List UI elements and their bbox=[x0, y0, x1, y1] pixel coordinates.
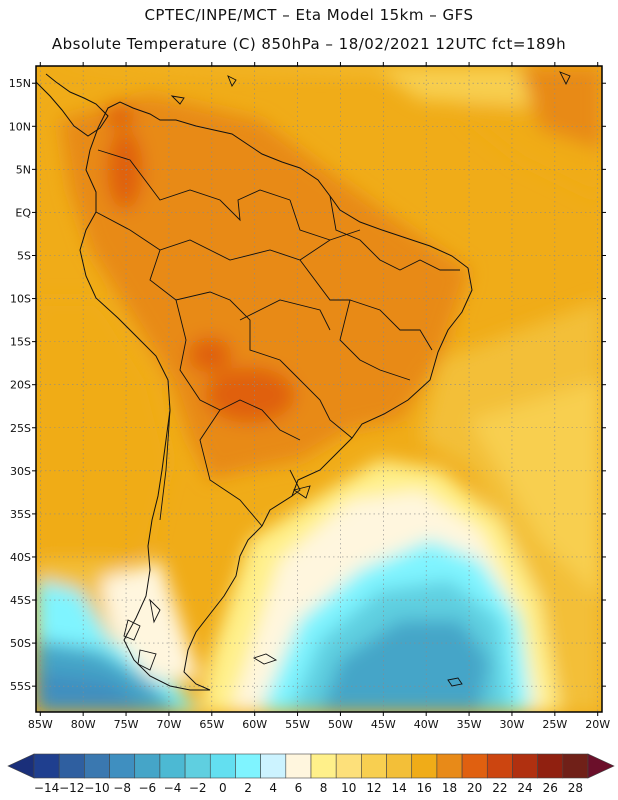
lon-label: 40W bbox=[414, 718, 439, 731]
lon-label: 20W bbox=[585, 718, 610, 731]
colorbar-swatch bbox=[134, 753, 161, 779]
field-top-band bbox=[36, 66, 602, 110]
colorbar-low-arrow bbox=[7, 753, 35, 779]
colorbar-label: −6 bbox=[138, 781, 156, 795]
lat-label: 50S bbox=[10, 637, 31, 650]
colorbar-swatch bbox=[84, 753, 110, 779]
field-pacific bbox=[36, 300, 170, 580]
colorbar-label: 10 bbox=[341, 781, 356, 795]
colorbar-swatch bbox=[33, 753, 60, 779]
lat-label: EQ bbox=[15, 206, 31, 219]
field-hotspot-pantanal bbox=[188, 337, 232, 373]
colorbar-swatch bbox=[209, 753, 236, 779]
colorbar-label: −14 bbox=[34, 781, 59, 795]
lat-label: 55S bbox=[10, 680, 31, 693]
colorbar-swatch bbox=[486, 753, 513, 779]
lat-label: 15S bbox=[10, 336, 31, 349]
colorbar-swatch bbox=[159, 753, 186, 779]
colorbar-label: −12 bbox=[59, 781, 84, 795]
lon-label: 50W bbox=[328, 718, 353, 731]
colorbar-swatch bbox=[235, 753, 261, 779]
colorbar-swatch bbox=[411, 753, 438, 779]
field-land-warm bbox=[60, 95, 470, 480]
colorbar-label: −10 bbox=[84, 781, 109, 795]
colorbar-swatch bbox=[461, 753, 488, 779]
lon-label: 70W bbox=[156, 718, 181, 731]
colorbar-label: 6 bbox=[295, 781, 303, 795]
lon-label: 25W bbox=[542, 718, 567, 731]
colorbar-swatch bbox=[386, 753, 413, 779]
lon-label: 30W bbox=[500, 718, 525, 731]
field-hotspot-andes-north bbox=[107, 130, 143, 210]
colorbar-label: −8 bbox=[113, 781, 131, 795]
colorbar-label: 12 bbox=[366, 781, 381, 795]
colorbar-label: −2 bbox=[189, 781, 207, 795]
lon-label: 85W bbox=[28, 718, 53, 731]
map-frame bbox=[35, 65, 603, 713]
colorbar-label: 22 bbox=[492, 781, 507, 795]
colorbar-swatch bbox=[109, 753, 136, 779]
field-hotspot-chaco bbox=[205, 367, 295, 423]
field-sw-deep bbox=[36, 670, 150, 712]
colorbar-label: 24 bbox=[517, 781, 532, 795]
chart-title-line1: CPTEC/INPE/MCT – Eta Model 15km – GFS bbox=[144, 6, 474, 24]
colorbar-high-arrow bbox=[587, 753, 615, 779]
field-blue bbox=[320, 620, 490, 712]
lon-label: 35W bbox=[457, 718, 482, 731]
colorbar-swatch bbox=[537, 753, 564, 779]
field-e-atlantic-light bbox=[470, 380, 602, 600]
lon-label: 60W bbox=[242, 718, 267, 731]
colorbar-label: 18 bbox=[442, 781, 457, 795]
lat-label: 5N bbox=[16, 163, 31, 176]
colorbar-swatch bbox=[335, 753, 362, 779]
colorbar-swatch bbox=[260, 753, 287, 779]
coastline-central-america bbox=[36, 73, 109, 137]
chart-title-line2: Absolute Temperature (C) 850hPa – 18/02/… bbox=[51, 35, 567, 53]
islands bbox=[123, 71, 571, 687]
colorbar-label: 28 bbox=[568, 781, 583, 795]
colorbar-label: 26 bbox=[543, 781, 558, 795]
colorbar: −14 −12 −10 −8 −6 −4 −2 0 2 4 6 8 10 12 14 16 18 20 22 24 26… bbox=[7, 753, 615, 795]
field-ne-orange bbox=[520, 66, 602, 150]
lat-label: 10S bbox=[10, 293, 31, 306]
field-hotspot-caribbean bbox=[105, 103, 135, 127]
temperature-field bbox=[36, 66, 602, 712]
coastline-south-america bbox=[79, 101, 473, 691]
lat-label: 10N bbox=[9, 120, 31, 133]
colorbar-label: 0 bbox=[219, 781, 227, 795]
lon-label: 65W bbox=[199, 718, 224, 731]
colorbar-label: 8 bbox=[320, 781, 328, 795]
colorbar-swatch bbox=[562, 753, 589, 779]
colorbar-swatch bbox=[436, 753, 463, 779]
lon-label: 80W bbox=[71, 718, 96, 731]
colorbar-swatch bbox=[512, 753, 538, 779]
colorbar-swatch bbox=[184, 753, 211, 779]
longitude-axis: 85W 80W 75W 70W 65W 60W 55W 50W 45W 40W 35W 30W 25W 2… bbox=[28, 62, 610, 731]
lat-label: 30S bbox=[10, 465, 31, 478]
lon-label: 75W bbox=[114, 718, 139, 731]
colorbar-swatch bbox=[58, 753, 85, 779]
lat-label: 25S bbox=[10, 422, 31, 435]
colorbar-swatch bbox=[361, 753, 387, 779]
colorbar-swatch bbox=[310, 753, 337, 779]
colorbar-swatch bbox=[285, 753, 312, 779]
lat-label: 35S bbox=[10, 508, 31, 521]
colorbar-label: 4 bbox=[269, 781, 277, 795]
latitude-axis: 15N 10N 5N EQ 5S 10S 15S 20S 25S 30S 35S 40S 45S 50S 5… bbox=[9, 77, 606, 693]
colorbar-label: 14 bbox=[391, 781, 406, 795]
lat-label: 40S bbox=[10, 551, 31, 564]
colorbar-label: −4 bbox=[164, 781, 182, 795]
lat-label: 15N bbox=[9, 77, 31, 90]
lat-label: 20S bbox=[10, 379, 31, 392]
field-patagonia bbox=[100, 560, 200, 680]
lat-label: 5S bbox=[17, 249, 31, 262]
country-borders bbox=[95, 149, 460, 527]
lon-label: 45W bbox=[371, 718, 396, 731]
colorbar-label: 2 bbox=[244, 781, 252, 795]
lon-label: 55W bbox=[285, 718, 310, 731]
lat-label: 45S bbox=[10, 594, 31, 607]
colorbar-label: 20 bbox=[467, 781, 482, 795]
colorbar-label: 16 bbox=[417, 781, 432, 795]
